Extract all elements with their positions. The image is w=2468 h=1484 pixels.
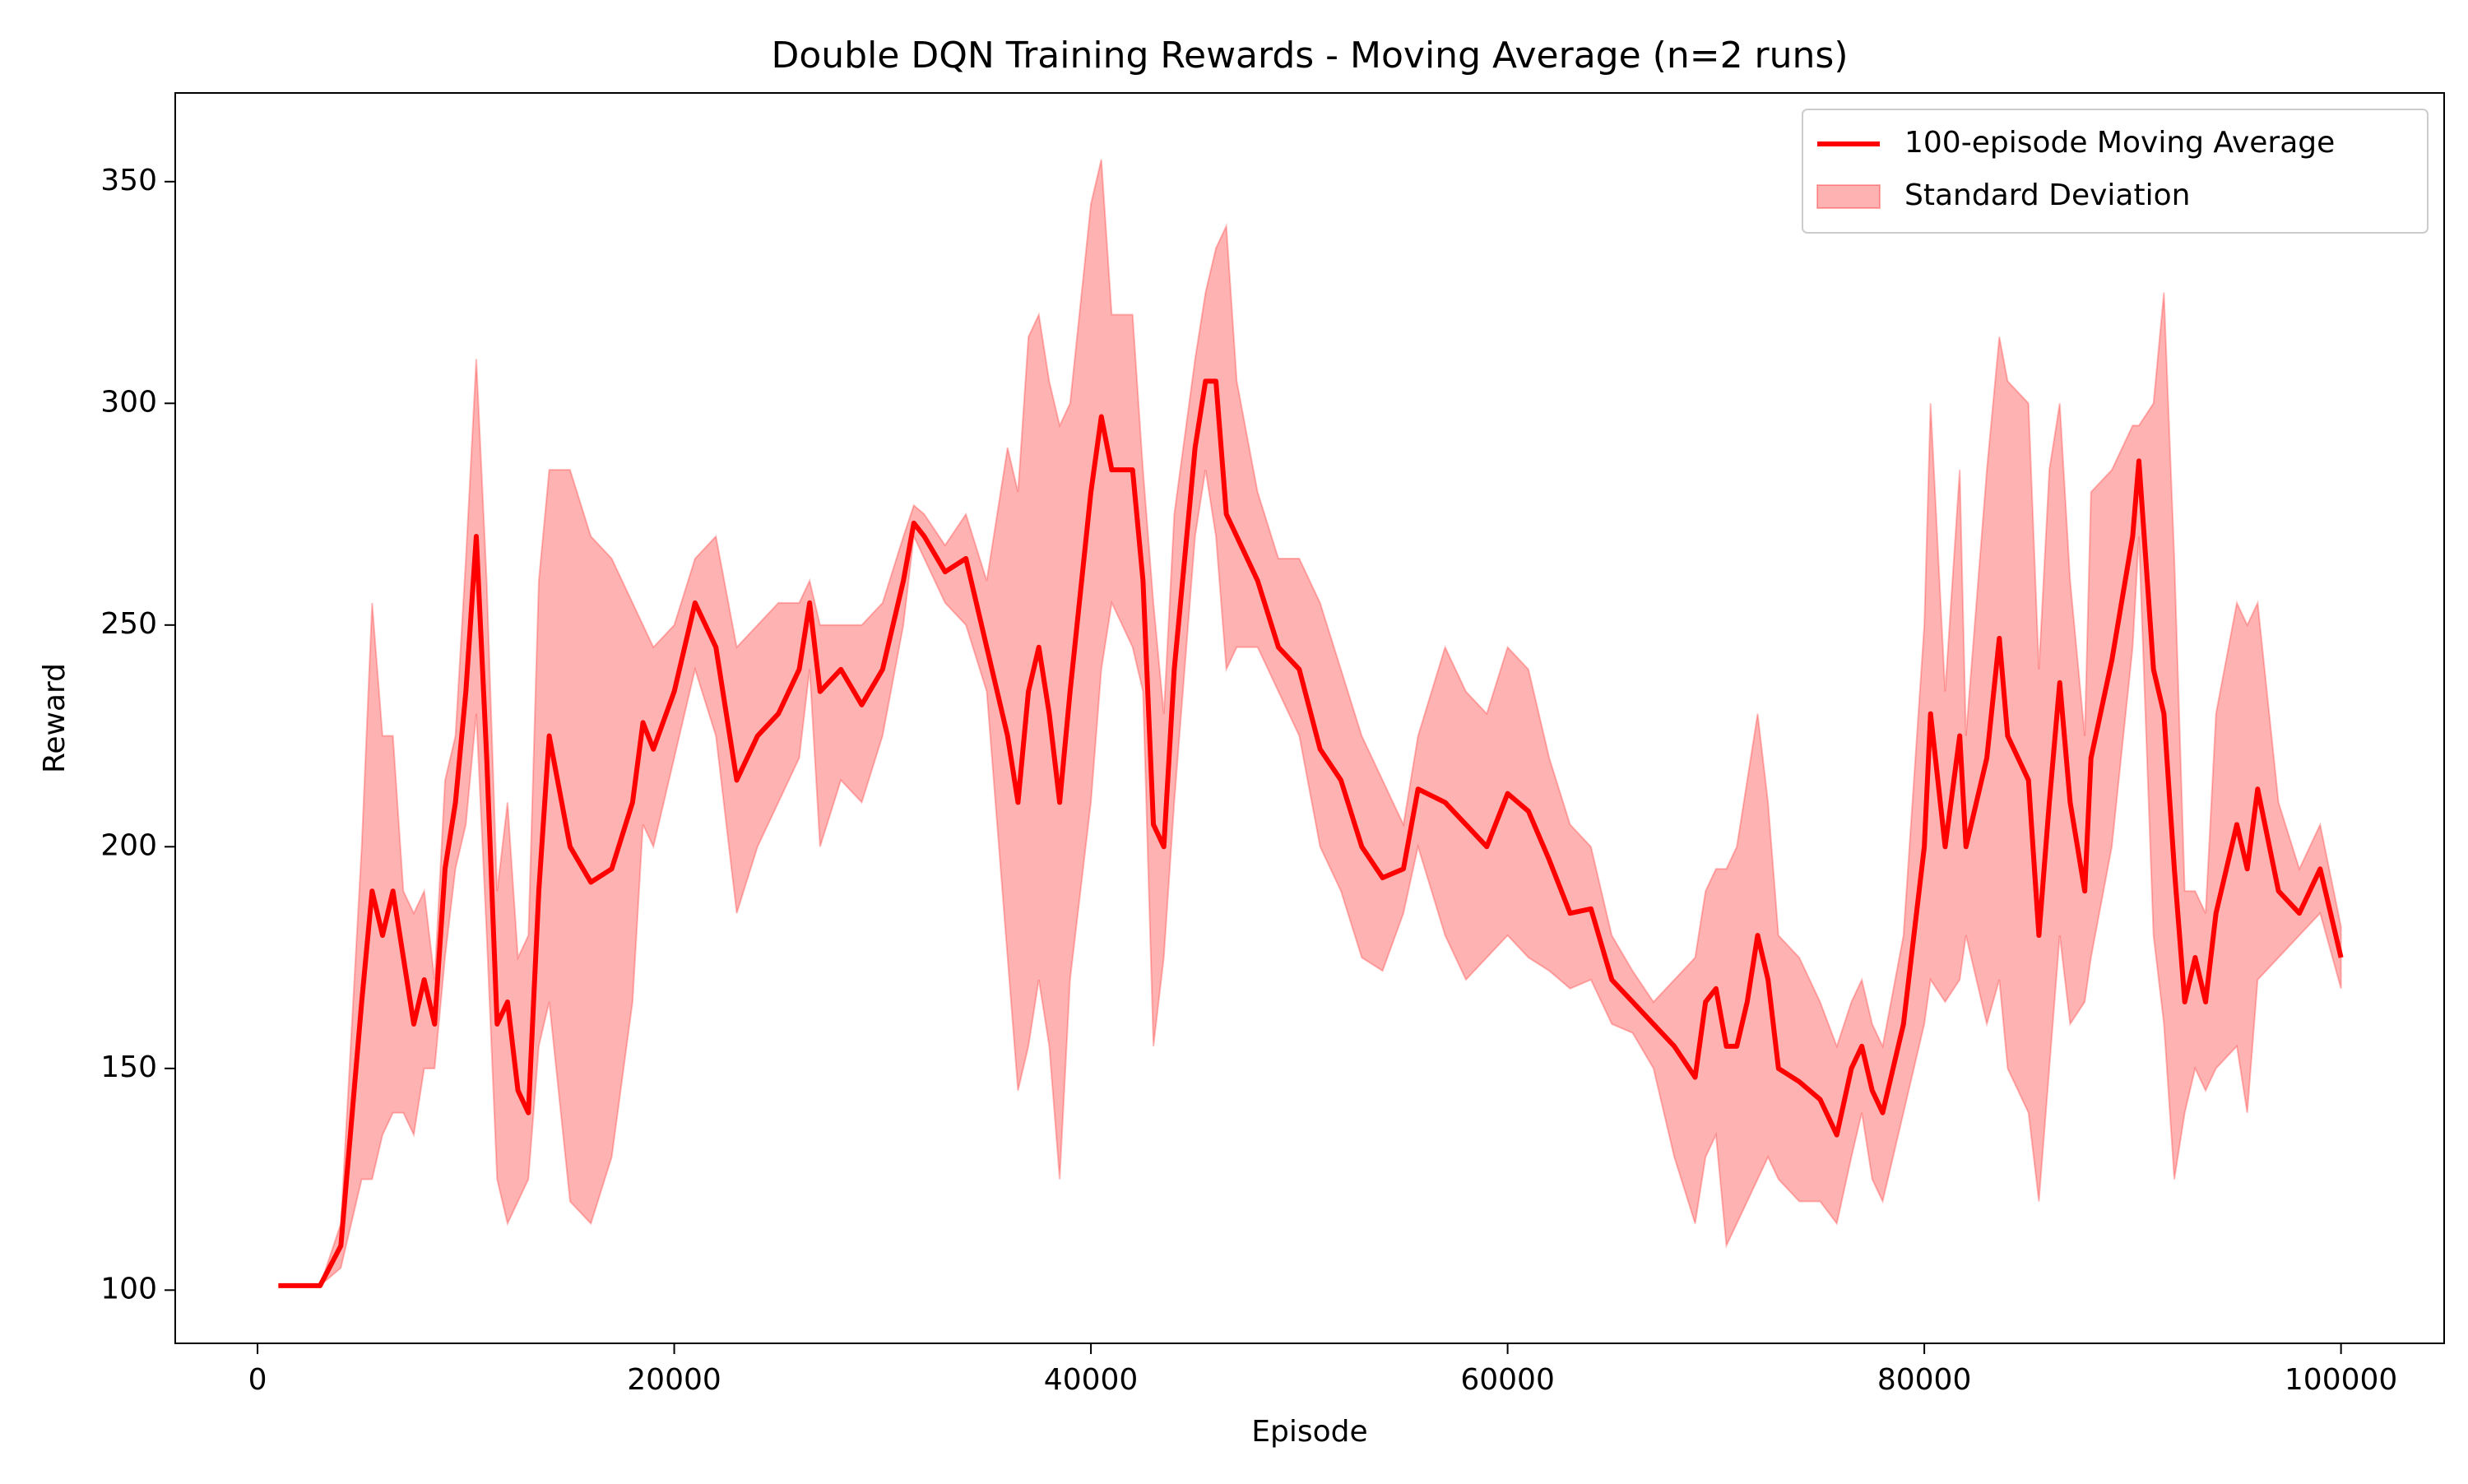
chart-title: Double DQN Training Rewards - Moving Ave… <box>771 35 1848 77</box>
y-axis-label: Reward <box>38 663 72 773</box>
legend-label: 100-episode Moving Average <box>1904 126 2335 160</box>
y-tick-label: 250 <box>100 607 157 641</box>
y-tick-label: 300 <box>100 385 157 419</box>
plot <box>278 159 2344 1288</box>
x-tick-label: 100000 <box>2285 1363 2397 1397</box>
x-tick-label: 20000 <box>627 1363 721 1397</box>
legend-box <box>1802 109 2429 234</box>
x-tick-label: 0 <box>248 1363 267 1397</box>
y-tick-label: 200 <box>100 828 157 862</box>
mean-line <box>278 378 2344 1288</box>
x-tick-label: 80000 <box>1877 1363 1972 1397</box>
legend-label: Standard Deviation <box>1904 179 2190 212</box>
y-tick-label: 150 <box>100 1050 157 1084</box>
x-tick-label: 40000 <box>1044 1363 1139 1397</box>
y-tick-label: 100 <box>100 1272 157 1305</box>
legend-swatch <box>1816 184 1881 209</box>
std-band <box>278 159 2342 1287</box>
y-tick-label: 350 <box>100 164 157 197</box>
x-tick-label: 60000 <box>1460 1363 1555 1397</box>
x-axis-label: Episode <box>1251 1415 1367 1449</box>
plot-frame <box>174 92 2445 1344</box>
